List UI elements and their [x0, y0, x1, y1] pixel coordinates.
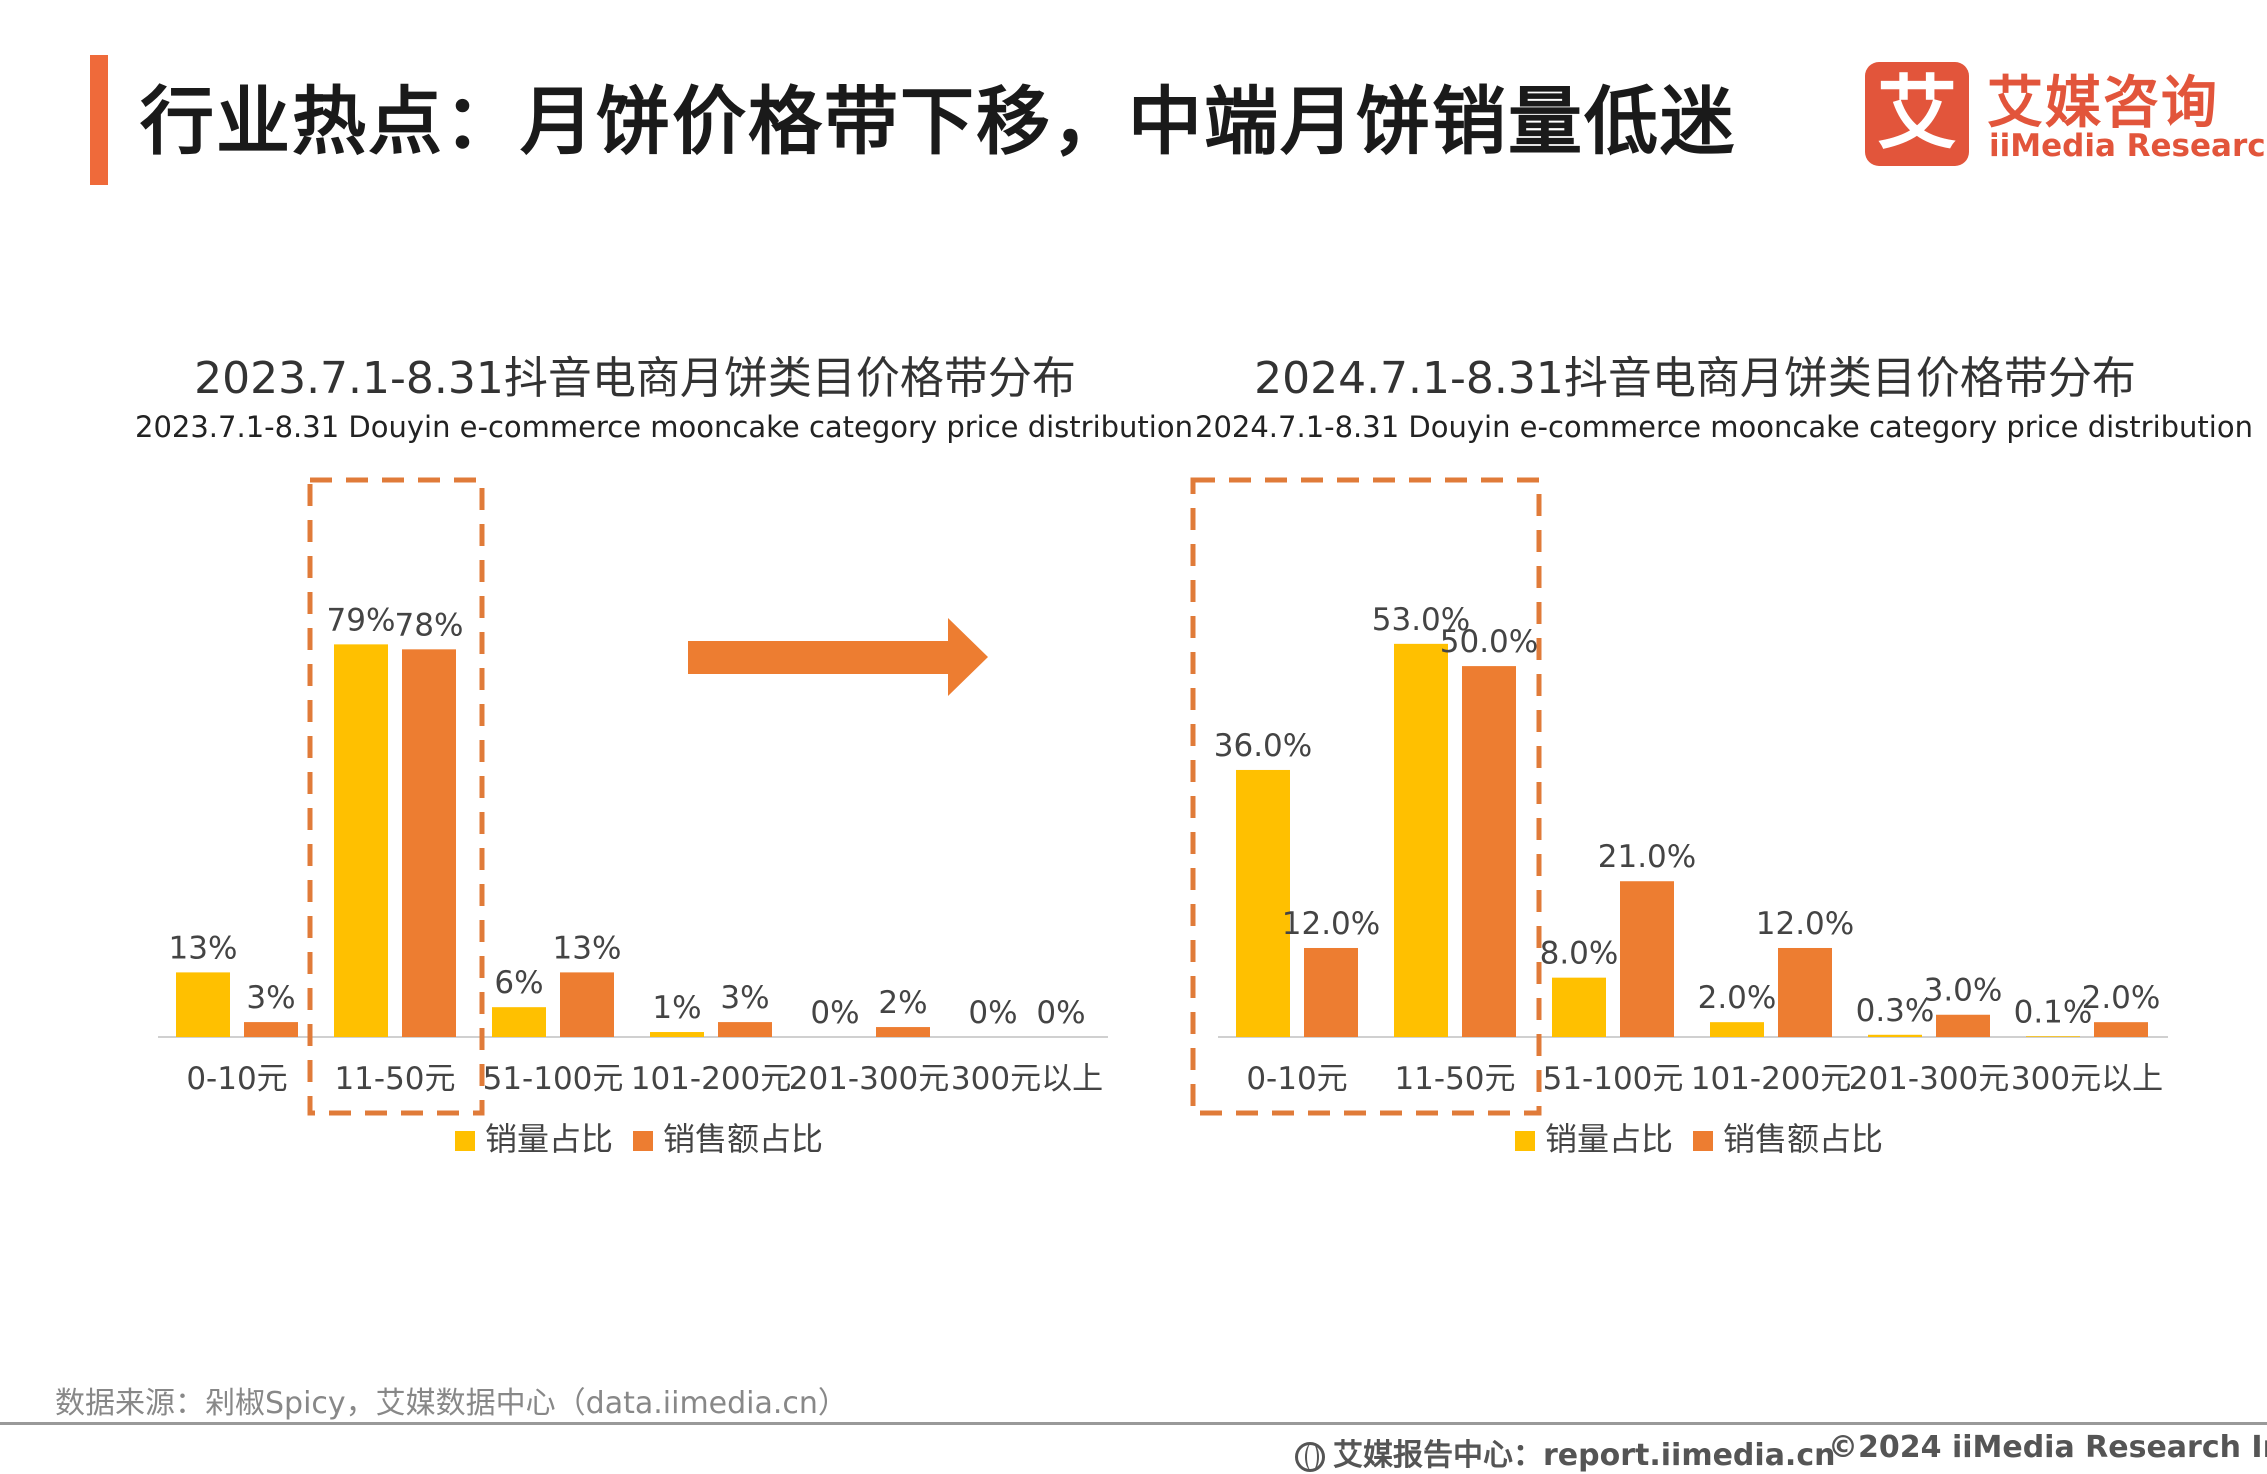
chart2-highlight-box: [1190, 477, 1542, 1116]
bar-sales: [1778, 947, 1832, 1037]
x-tick-label: 11-50元: [1394, 1061, 1515, 1097]
x-tick-label: 0-10元: [1246, 1061, 1347, 1097]
bar-volume: [1868, 1034, 1922, 1037]
data-label: 0.3%: [1856, 993, 1935, 1029]
data-label: 13%: [169, 930, 238, 966]
bar-volume: [176, 972, 230, 1037]
report-center-link[interactable]: 艾媒报告中心：report.iimedia.cn: [1333, 1438, 1836, 1473]
data-label: 8.0%: [1540, 936, 1619, 972]
data-label: 0%: [968, 995, 1017, 1031]
legend-item-sales: 销售额占比: [1693, 1114, 1883, 1160]
data-label: 0%: [1036, 995, 1085, 1031]
data-label: 13%: [553, 930, 622, 966]
logo-mark-icon: 艾: [1865, 62, 1969, 166]
data-label: 12.0%: [1756, 906, 1854, 942]
data-source: 数据来源：剁椒Spicy，艾媒数据中心（data.iimedia.cn）: [55, 1386, 848, 1421]
chart2-subtitle: 2024.7.1-8.31 Douyin e-commerce mooncake…: [1195, 410, 2253, 444]
bar-volume: [1394, 643, 1448, 1037]
legend-item-volume: 销量占比: [1515, 1114, 1673, 1160]
bar-sales: [876, 1027, 930, 1037]
bar-sales: [1304, 947, 1358, 1037]
chart1-highlight-box: [307, 477, 485, 1116]
x-tick-label: 300元以上: [951, 1061, 1103, 1097]
bar-volume: [650, 1032, 704, 1037]
legend-item-volume: 销量占比: [455, 1114, 613, 1160]
data-label: 2.0%: [1698, 980, 1777, 1016]
x-tick-label: 51-100元: [1543, 1061, 1684, 1097]
bar-sales: [244, 1022, 298, 1037]
footer-report-center[interactable]: 艾媒报告中心：report.iimedia.cn: [1295, 1430, 1835, 1474]
bar-sales: [402, 649, 456, 1037]
x-tick-label: 101-200元: [1691, 1061, 1852, 1097]
data-label: 79%: [327, 602, 396, 638]
bar-volume: [492, 1007, 546, 1037]
chart2-title: 2024.7.1-8.31抖音电商月饼类目价格带分布: [1254, 353, 2136, 404]
data-label: 0%: [810, 995, 859, 1031]
title-accent-bar: [90, 55, 108, 185]
data-label: 21.0%: [1598, 839, 1696, 875]
right-arrow-icon: [688, 618, 988, 696]
data-label: 12.0%: [1282, 906, 1380, 942]
chart2-legend: 销量占比 销售额占比: [1515, 1114, 1903, 1160]
bar-volume: [1710, 1022, 1764, 1037]
data-label: 2.0%: [2082, 980, 2161, 1016]
bar-sales: [1462, 666, 1516, 1037]
page-title: 行业热点：月饼价格带下移，中端月饼销量低迷: [140, 79, 1736, 165]
data-label: 36.0%: [1214, 728, 1312, 764]
bar-sales: [1936, 1014, 1990, 1037]
x-tick-label: 201-300元: [789, 1061, 950, 1097]
chart1-title: 2023.7.1-8.31抖音电商月饼类目价格带分布: [194, 353, 1076, 404]
x-tick-label: 300元以上: [2011, 1061, 2163, 1097]
data-label: 78%: [395, 607, 464, 643]
data-label: 53.0%: [1372, 602, 1470, 638]
chart1-subtitle: 2023.7.1-8.31 Douyin e-commerce mooncake…: [135, 410, 1193, 444]
legend-label-volume: 销量占比: [485, 1120, 614, 1158]
data-label: 3.0%: [1924, 973, 2003, 1009]
x-tick-label: 0-10元: [186, 1061, 287, 1097]
data-label: 3%: [720, 980, 769, 1016]
x-tick-label: 11-50元: [334, 1061, 455, 1097]
data-label: 2%: [878, 985, 927, 1021]
bar-sales: [2094, 1022, 2148, 1037]
footer-copyright: ©2024 iiMedia Research Inc: [1828, 1430, 2267, 1465]
bar-volume: [1552, 977, 1606, 1037]
legend-item-sales: 销售额占比: [633, 1114, 823, 1160]
bar-volume: [2026, 1036, 2080, 1037]
bar-sales: [718, 1022, 772, 1037]
bar-volume: [334, 644, 388, 1037]
globe-icon: [1295, 1441, 1325, 1472]
legend-label-volume: 销量占比: [1545, 1120, 1674, 1158]
legend-label-sales: 销售额占比: [1723, 1120, 1884, 1158]
bar-sales: [1620, 881, 1674, 1037]
x-tick-label: 201-300元: [1849, 1061, 2010, 1097]
legend-label-sales: 销售额占比: [663, 1120, 824, 1158]
data-label: 6%: [494, 965, 543, 1001]
logo-chinese-text: 艾媒咨询: [1987, 71, 2219, 136]
data-label: 0.1%: [2014, 994, 2093, 1030]
chart1-legend: 销量占比 销售额占比: [455, 1114, 843, 1160]
x-tick-label: 51-100元: [483, 1061, 624, 1097]
iimedia-logo: 艾 艾媒咨询 iiMedia Research: [1865, 62, 2267, 172]
legend-swatch-volume: [455, 1131, 475, 1151]
bar-volume: [1236, 769, 1290, 1037]
bar-sales: [560, 972, 614, 1037]
logo-english-text: iiMedia Research: [1989, 128, 2267, 164]
legend-swatch-sales: [633, 1131, 654, 1151]
legend-swatch-sales: [1693, 1131, 1714, 1151]
footer-divider: [0, 1422, 2267, 1425]
data-label: 3%: [246, 980, 295, 1016]
chart2-plot: 36.0% 12.0% 0-10元 53.0%50.0% 11-50元 8.0% 21.0%…: [1214, 602, 2168, 1097]
x-tick-label: 101-200元: [631, 1061, 792, 1097]
data-label: 1%: [652, 990, 701, 1026]
data-label: 50.0%: [1440, 624, 1538, 660]
legend-swatch-volume: [1515, 1131, 1535, 1151]
